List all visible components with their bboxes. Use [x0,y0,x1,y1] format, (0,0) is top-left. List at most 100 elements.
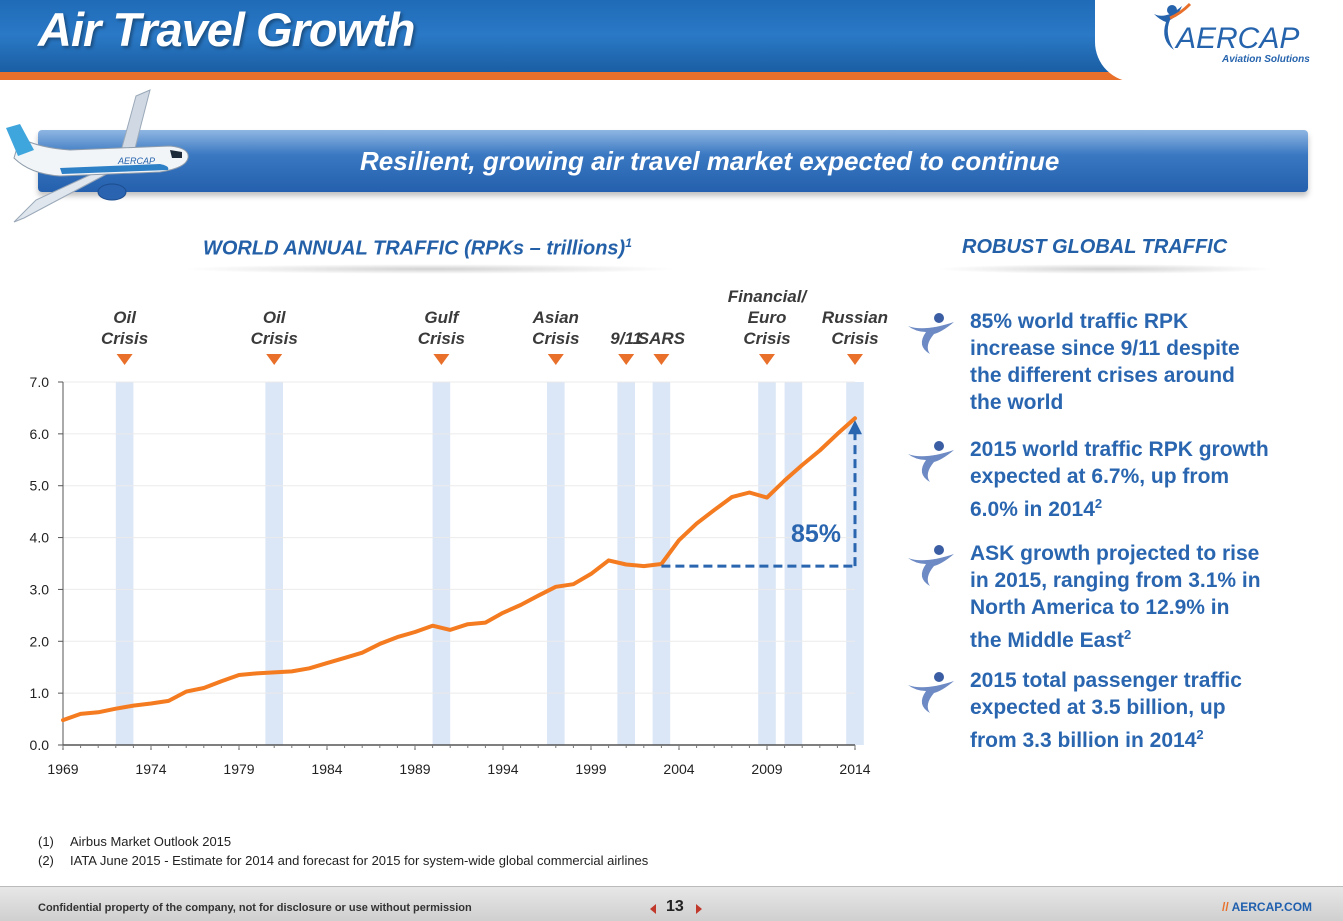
traffic-bullet-text: 85% world traffic RPK increase since 9/11… [970,308,1240,416]
y-tick-label: 6.0 [30,426,50,442]
data-point [325,661,329,665]
footer-url[interactable]: // AERCAP.COM [1222,900,1313,914]
y-tick-label: 2.0 [30,633,50,649]
data-point [835,432,839,436]
data-point [818,448,822,452]
y-tick-label: 0.0 [30,737,50,753]
prev-page-icon[interactable] [648,903,658,915]
y-tick-label: 7.0 [30,374,50,390]
data-point [184,690,188,694]
x-tick-label: 1974 [135,761,166,777]
y-tick-label: 4.0 [30,530,50,546]
x-tick-label: 2014 [839,761,870,777]
rpk-series-line [61,416,857,723]
x-tick-label: 1999 [575,761,606,777]
crisis-band [265,382,283,745]
plane-livery-text: AERCAP [117,156,155,166]
data-point [395,635,399,639]
bullet-line: 6.0% in 20142 [970,496,1103,521]
bullet-line: expected at 6.7%, up from [970,465,1230,488]
x-tick-label: 1989 [399,761,430,777]
traffic-bullet-text: 2015 world traffic RPK growth expected at… [970,436,1269,523]
crisis-label: Oil [263,308,287,327]
data-point [765,496,769,500]
footnote-text: Airbus Market Outlook 2015 [70,834,232,849]
next-page-icon[interactable] [694,903,704,915]
bullet-line: 2015 total passenger traffic [970,669,1242,692]
crisis-label: Crisis [831,329,878,348]
crisis-marker-icon [847,354,863,365]
crisis-marker-icon [433,354,450,365]
footnote-number: (2) [38,853,54,868]
arrow-up-icon [848,420,862,435]
page-number: 13 [666,898,684,915]
data-point [607,558,611,562]
bullet-line: ASK growth projected to rise [970,542,1260,565]
traffic-title-shadow [935,264,1275,274]
crisis-label: SARS [638,329,686,348]
data-point [307,666,311,670]
crisis-marker-icon [618,354,635,365]
data-point [519,603,523,607]
crisis-label: Crisis [532,329,579,348]
banner-headline: Resilient, growing air travel market exp… [360,146,1060,176]
data-point [536,594,540,598]
crisis-label: Crisis [418,329,465,348]
data-point [501,611,505,615]
data-point [483,621,487,625]
bullet-line: North America to 12.9% in [970,596,1230,619]
bullet-line: the world [970,391,1064,414]
data-point [747,490,751,494]
logo-tagline: Aviation Solutions [1221,54,1310,65]
headline-banner [38,130,1308,192]
crisis-marker-icon [547,354,564,365]
crisis-marker-icon [266,354,283,365]
data-point [800,463,804,467]
logo-wordmark: AERCAP [1174,22,1299,55]
traffic-section-title: ROBUST GLOBAL TRAFFIC [962,236,1228,258]
data-point [290,669,294,673]
data-point [272,670,276,674]
data-point [554,585,558,589]
footnote-number: (1) [38,834,54,849]
bullet-line: expected at 3.5 billion, up [970,696,1226,719]
data-point [149,702,153,706]
y-tick-label: 1.0 [30,685,50,701]
crisis-band [758,382,776,745]
bullet-line: 2015 world traffic RPK growth [970,438,1269,461]
data-point [360,651,364,655]
x-tick-label: 1994 [487,761,518,777]
data-point [589,572,593,576]
logo-panel [1095,0,1343,82]
data-point [448,628,452,632]
data-point [571,582,575,586]
crisis-marker-icon [116,354,133,365]
traveler-bullet-icon [908,313,954,354]
aercap-logo: AERCAP Aviation Solutions [1154,2,1310,65]
x-tick-label: 1979 [223,761,254,777]
data-point [431,624,435,628]
data-point [79,712,83,716]
bullet-line: in 2015, ranging from 3.1% in [970,569,1261,592]
header-accent-stripe [0,72,1343,80]
growth-annotation: 85% [791,520,841,548]
bullet-footnote-ref: 2 [1094,496,1103,511]
data-point [114,707,118,711]
bullet-line: increase since 9/11 despite [970,337,1240,360]
data-point [642,564,646,568]
data-point [712,508,716,512]
bullet-footnote-ref: 2 [1196,727,1204,742]
crisis-marker-icon [653,354,670,365]
data-point [624,563,628,567]
footer-bar [0,886,1343,921]
bullet-line: from 3.3 billion in 20142 [970,727,1204,752]
data-point [219,679,223,683]
crisis-label: Asian [532,308,579,327]
x-tick-label: 2009 [751,761,782,777]
crisis-label: Oil [113,308,137,327]
x-tick-label: 1969 [47,761,78,777]
data-point [413,630,417,634]
crisis-label: Financial/ [728,287,809,306]
crisis-marker-icon [759,354,775,365]
traffic-bullet-text: ASK growth projected to rise in 2015, ran… [970,540,1261,654]
